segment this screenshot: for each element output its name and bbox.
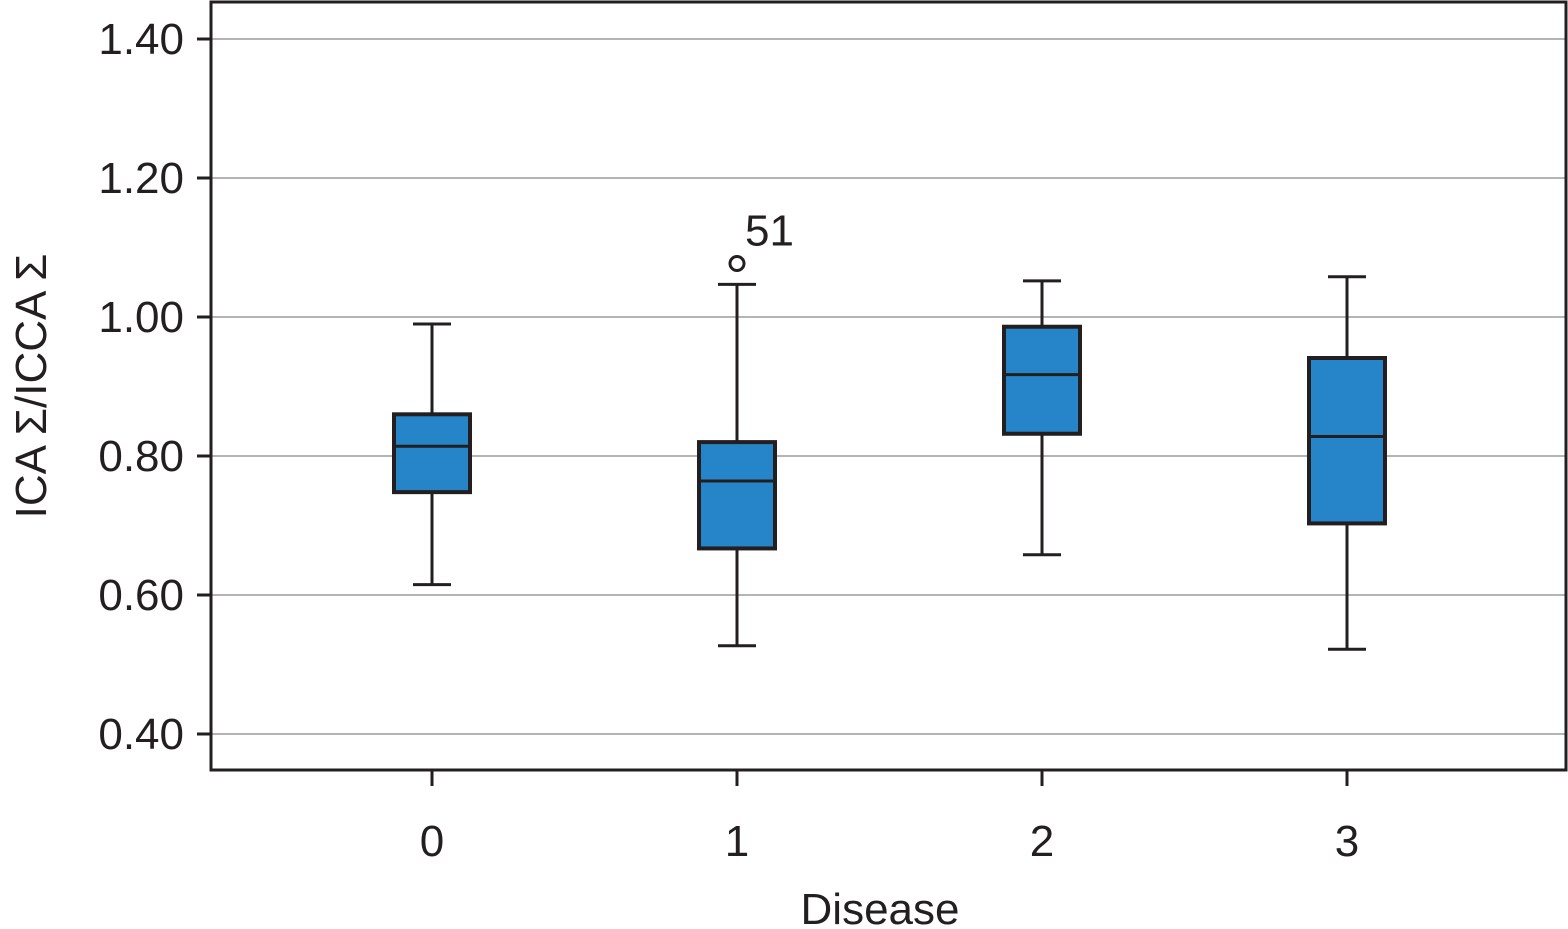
y-tick-label: 1.40 — [98, 15, 184, 64]
y-tick-label: 0.40 — [98, 710, 184, 759]
x-tick-label: 2 — [1030, 817, 1054, 866]
x-axis-title: Disease — [801, 885, 960, 929]
iqr-box — [1002, 324, 1082, 436]
box-1 — [697, 282, 777, 648]
outlier-label: 51 — [745, 206, 794, 255]
y-tick-label: 0.60 — [98, 571, 184, 620]
axis-ticks: 1.40 1.20 1.00 0.80 0.60 0.40 0 1 2 3 — [98, 15, 1359, 866]
x-tick-label: 0 — [420, 817, 444, 866]
iqr-box — [392, 412, 472, 495]
y-tick-label: 1.00 — [98, 293, 184, 342]
y-tick-label: 0.80 — [98, 432, 184, 481]
box-0 — [392, 322, 472, 587]
box-3 — [1307, 275, 1387, 651]
x-tick-label: 3 — [1335, 817, 1359, 866]
y-tick-label: 1.20 — [98, 154, 184, 203]
box-2 — [1002, 279, 1082, 557]
box-series: 51 — [392, 206, 1387, 651]
x-tick-label: 1 — [725, 817, 749, 866]
plot-area-frame — [209, 0, 1568, 772]
y-axis-title: ICA Σ/ICCA Σ — [7, 254, 56, 519]
outlier-point — [728, 254, 746, 272]
iqr-box — [1307, 356, 1387, 526]
iqr-box — [697, 440, 777, 551]
